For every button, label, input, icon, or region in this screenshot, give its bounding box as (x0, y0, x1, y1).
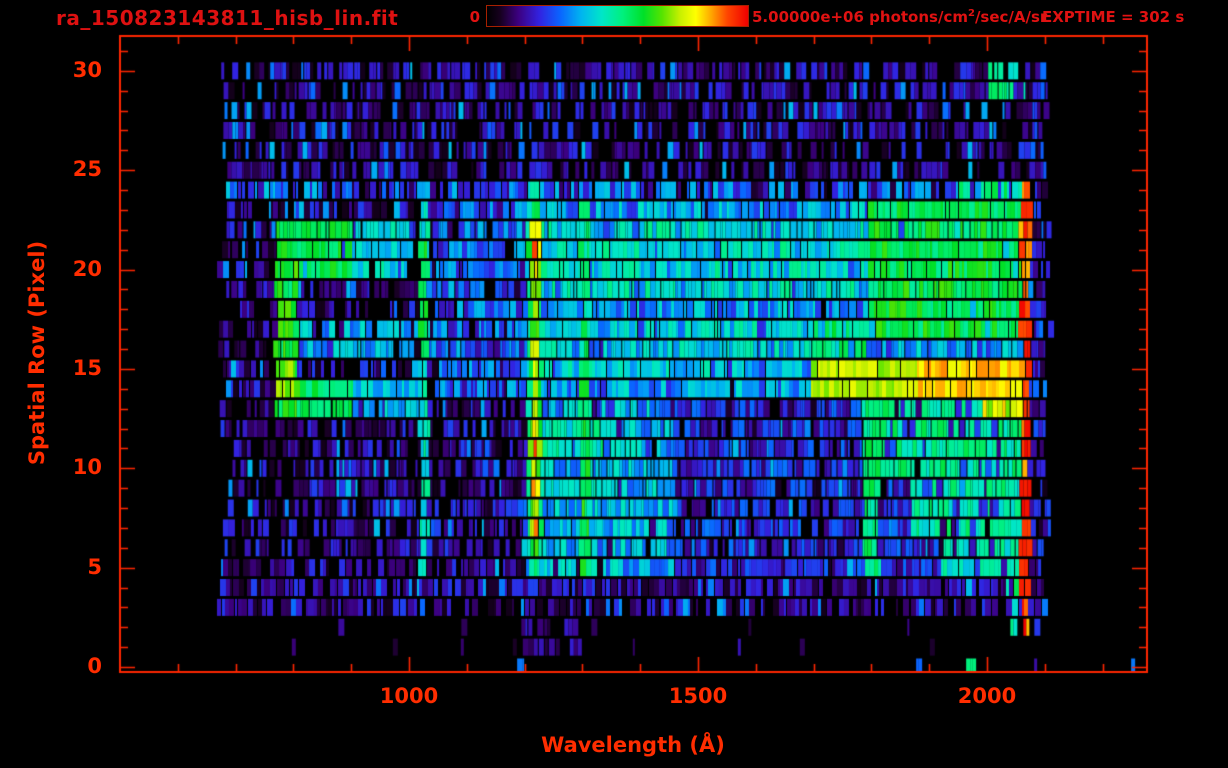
x-tick-label: 2000 (957, 684, 1017, 708)
colorbar-units-superscript: 2 (967, 8, 975, 19)
colorbar-max-value: 5.00000e+06 (752, 8, 864, 26)
plot-title: ra_150823143811_hisb_lin.fit (56, 6, 399, 30)
y-tick-label: 5 (87, 554, 102, 579)
y-tick-label: 25 (72, 157, 102, 182)
y-tick-label: 10 (72, 455, 102, 480)
colorbar-max-label: 5.00000e+06 photons/cm2/sec/A/sr (752, 8, 1047, 26)
x-axis-title: Wavelength (Å) (541, 733, 725, 757)
colorbar-units-suffix: /sec/A/sr (974, 8, 1048, 26)
colorbar-gradient (486, 5, 749, 27)
colorbar-min-label: 0 (469, 8, 480, 26)
x-tick-label: 1500 (668, 684, 728, 708)
colorbar-units: photons/cm (863, 8, 968, 26)
y-tick-label: 0 (87, 654, 102, 678)
y-tick-label: 20 (72, 256, 102, 281)
x-tick-label: 1000 (379, 684, 439, 708)
y-tick-label: 30 (72, 57, 102, 82)
y-tick-label: 15 (72, 355, 102, 380)
exptime-label: EXPTIME = 302 s (1042, 8, 1185, 26)
